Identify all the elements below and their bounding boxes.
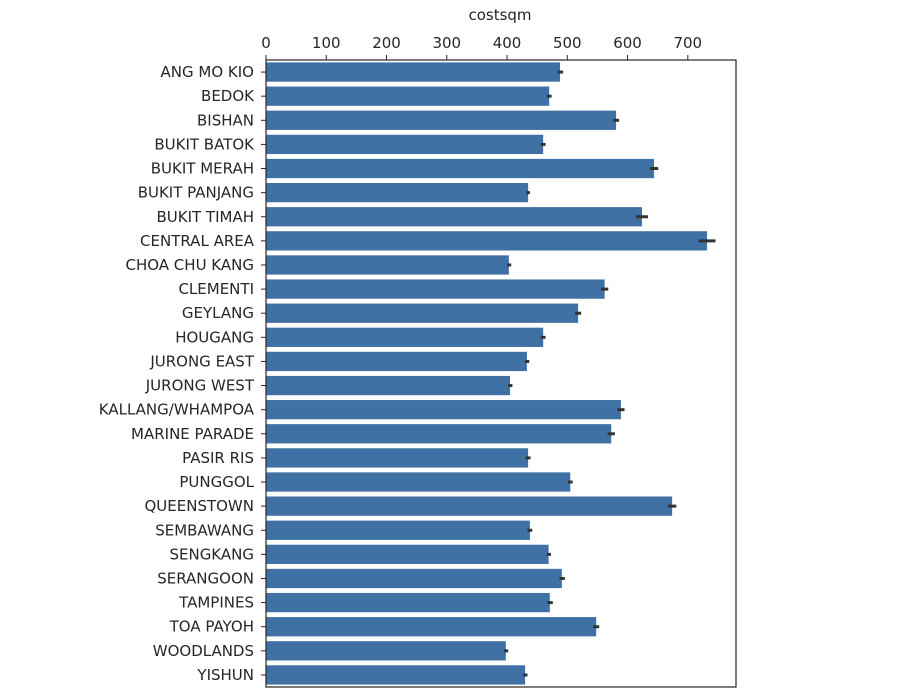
category-label: PASIR RIS	[182, 449, 254, 467]
bar	[266, 255, 509, 275]
bar	[266, 568, 562, 589]
bar	[266, 520, 530, 540]
x-tick-label: 100	[312, 34, 341, 52]
bar	[266, 134, 544, 155]
bar	[266, 182, 529, 203]
category-label: BISHAN	[197, 111, 254, 129]
error-bars	[504, 70, 716, 677]
bar	[266, 400, 621, 420]
category-label: SEMBAWANG	[155, 521, 254, 539]
bar	[266, 592, 550, 613]
bar	[266, 448, 529, 468]
category-label: BUKIT PANJANG	[138, 184, 254, 202]
category-label: BUKIT TIMAH	[156, 208, 254, 226]
bar	[266, 231, 708, 251]
category-label: BEDOK	[201, 87, 255, 105]
bar	[266, 641, 506, 661]
category-label: CLEMENTI	[178, 280, 254, 298]
x-tick-label: 400	[493, 34, 522, 52]
category-label: TOA PAYOH	[169, 618, 254, 636]
x-tick-label: 300	[432, 34, 461, 52]
bar	[266, 86, 550, 106]
category-label: CHOA CHU KANG	[125, 256, 254, 274]
bar	[266, 496, 673, 516]
category-label: CENTRAL AREA	[140, 232, 255, 250]
bar	[266, 424, 612, 444]
category-label: JURONG WEST	[145, 377, 255, 395]
category-label: WOODLANDS	[153, 642, 254, 660]
x-tick-label: 500	[553, 34, 582, 52]
x-axis-title: costsqm	[468, 6, 531, 24]
bar	[266, 279, 605, 299]
plot-frame	[265, 59, 737, 688]
x-axis-ticks: 0 100 200 300 400 500 600 700	[261, 34, 702, 60]
bar	[266, 544, 549, 565]
x-tick-label: 700	[673, 34, 702, 52]
category-label: BUKIT BATOK	[154, 135, 255, 153]
bar	[266, 303, 579, 323]
bar	[266, 62, 561, 82]
category-labels: ANG MO KIO BEDOK BISHAN BUKIT BATOK BUKIT ME…	[99, 63, 266, 684]
category-label: JURONG EAST	[149, 352, 255, 370]
category-label: SENGKANG	[169, 545, 254, 563]
x-tick-label: 200	[372, 34, 401, 52]
bar	[266, 207, 642, 227]
bar	[266, 158, 655, 179]
category-label: TAMPINES	[178, 594, 254, 612]
category-label: QUEENSTOWN	[144, 497, 254, 515]
category-label: HOUGANG	[175, 328, 254, 346]
bar	[266, 327, 544, 347]
bar	[266, 617, 597, 637]
bar	[266, 351, 527, 372]
x-tick-label: 0	[261, 34, 271, 52]
category-label: BUKIT MERAH	[151, 160, 254, 178]
category-label: SERANGOON	[157, 569, 254, 587]
category-label: KALLANG/WHAMPOA	[99, 401, 255, 419]
x-tick-label: 600	[613, 34, 642, 52]
bar	[266, 110, 617, 130]
category-label: ANG MO KIO	[161, 63, 254, 81]
category-label: MARINE PARADE	[131, 425, 254, 443]
bar	[266, 472, 571, 492]
bar	[266, 375, 511, 396]
bars	[266, 62, 708, 685]
bar	[266, 665, 526, 685]
category-label: GEYLANG	[182, 304, 254, 322]
category-label: YISHUN	[196, 666, 254, 684]
category-label: PUNGGOL	[179, 473, 254, 491]
